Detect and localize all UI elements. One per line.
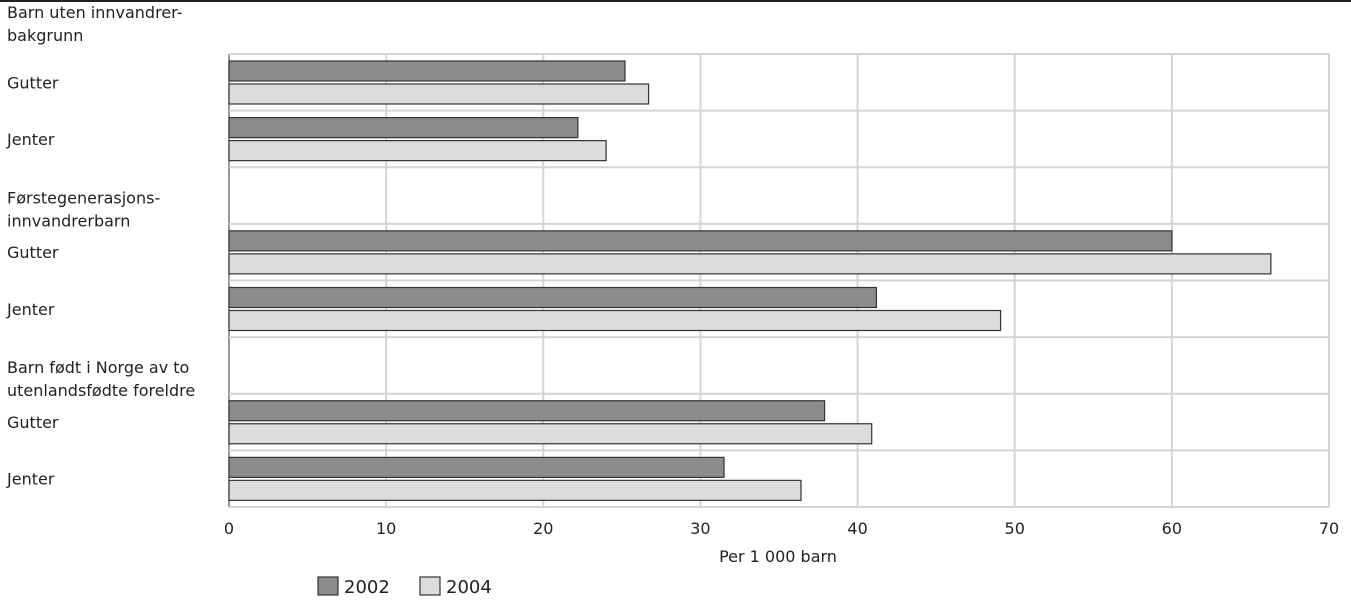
category-label: Jenter — [6, 130, 55, 149]
x-tick-label: 20 — [533, 519, 553, 538]
bars-layer — [228, 60, 1272, 501]
bar-2004 — [228, 479, 802, 501]
bar-2002 — [228, 117, 579, 139]
bar-2002 — [228, 400, 826, 422]
x-tick-label: 60 — [1162, 519, 1182, 538]
group-label: Førstegenerasjons- — [7, 188, 160, 207]
group-label: bakgrunn — [7, 26, 83, 45]
x-tick-label: 0 — [224, 519, 234, 538]
x-tick-label: 40 — [847, 519, 867, 538]
legend: 2002 2004 — [317, 576, 492, 598]
group-label: Barn født i Norge av to — [7, 358, 189, 377]
legend-swatch — [419, 576, 441, 596]
category-label: Gutter — [7, 73, 59, 92]
bar-2004 — [228, 83, 650, 105]
bar-2004 — [228, 253, 1272, 275]
group-label: innvandrerbarn — [7, 211, 130, 230]
x-tick-labels: 0 10 20 30 40 50 60 70 — [224, 519, 1339, 538]
category-label: Gutter — [7, 413, 59, 432]
bar-2004 — [228, 309, 1002, 332]
bar-2004 — [228, 140, 607, 162]
legend-label: 2004 — [446, 577, 492, 598]
x-tick-label: 50 — [1005, 519, 1025, 538]
x-tick-label: 30 — [690, 519, 710, 538]
category-labels: Barn uten innvandrer-bakgrunn Gutter Jente… — [6, 3, 195, 489]
category-label: Jenter — [6, 300, 55, 319]
legend-swatch — [317, 576, 339, 596]
grid-layer — [228, 53, 1330, 508]
x-axis-title: Per 1 000 barn — [719, 547, 837, 566]
x-tick-label: 10 — [376, 519, 396, 538]
legend-label: 2002 — [344, 577, 390, 598]
bar-2002 — [228, 286, 878, 309]
bar-2002 — [228, 456, 725, 478]
group-label: Barn uten innvandrer- — [7, 3, 182, 22]
bar-2004 — [228, 423, 873, 445]
category-label: Jenter — [6, 470, 55, 489]
category-label: Gutter — [7, 243, 59, 262]
group-label: utenlandsfødte foreldre — [7, 381, 195, 400]
bar-2002 — [228, 60, 626, 82]
x-tick-label: 70 — [1319, 519, 1339, 538]
bar-2002 — [228, 230, 1173, 252]
